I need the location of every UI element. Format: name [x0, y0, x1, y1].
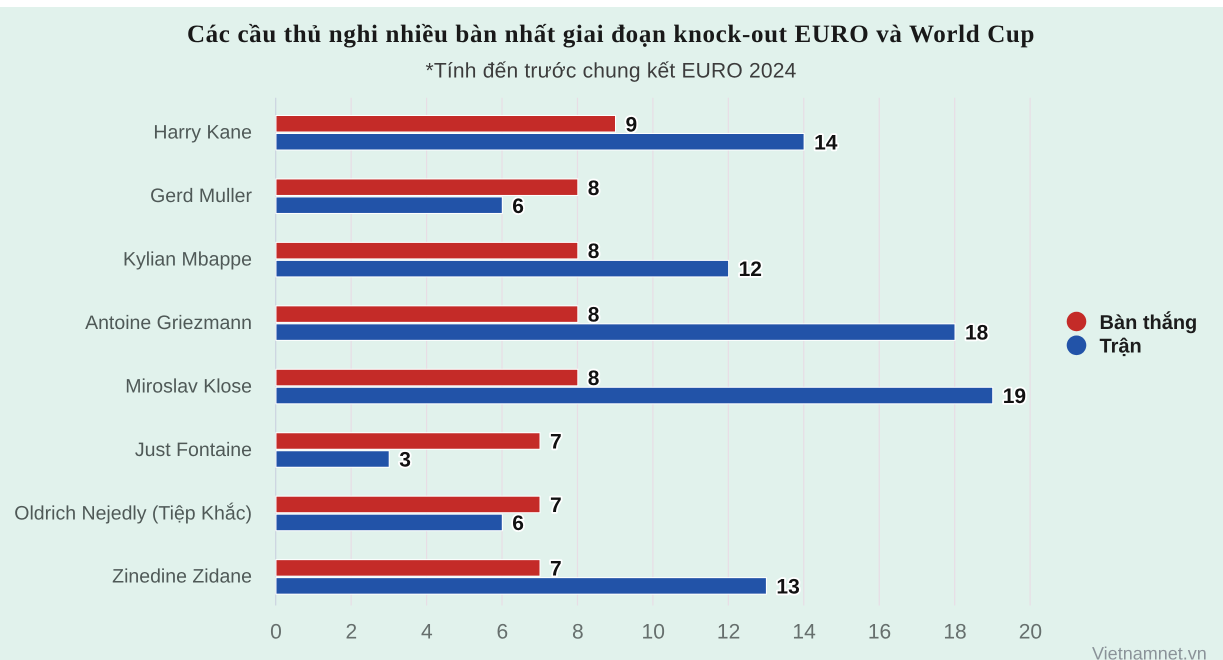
svg-text:8: 8 — [572, 621, 584, 644]
svg-text:18: 18 — [965, 322, 989, 345]
svg-text:Harry Kane: Harry Kane — [153, 122, 252, 144]
svg-text:20: 20 — [1019, 621, 1042, 644]
svg-text:12: 12 — [717, 621, 740, 644]
svg-text:18: 18 — [943, 621, 966, 644]
svg-text:2: 2 — [346, 621, 358, 644]
svg-text:6: 6 — [496, 621, 508, 644]
svg-text:Vietnamnet.vn: Vietnamnet.vn — [1092, 644, 1207, 660]
svg-text:12: 12 — [739, 258, 762, 281]
svg-text:7: 7 — [550, 494, 562, 517]
svg-text:10: 10 — [642, 621, 665, 644]
svg-text:Oldrich Nejedly (Tiệp Khắc): Oldrich Nejedly (Tiệp Khắc) — [14, 502, 252, 524]
svg-text:Gerd Muller: Gerd Muller — [150, 185, 252, 207]
svg-text:Các cầu thủ nghi nhiều bàn nhấ: Các cầu thủ nghi nhiều bàn nhất giai đoạ… — [187, 21, 1035, 48]
svg-text:6: 6 — [512, 195, 524, 218]
svg-text:13: 13 — [776, 575, 799, 598]
svg-text:3: 3 — [399, 449, 411, 472]
svg-text:Antoine Griezmann: Antoine Griezmann — [85, 312, 252, 334]
svg-text:4: 4 — [421, 621, 433, 644]
svg-text:Miroslav Klose: Miroslav Klose — [125, 375, 252, 397]
svg-text:14: 14 — [814, 131, 838, 154]
svg-text:7: 7 — [550, 557, 562, 580]
svg-text:*Tính đến trước chung kết EURO: *Tính đến trước chung kết EURO 2024 — [425, 60, 796, 83]
svg-text:Zinedine Zidane: Zinedine Zidane — [112, 566, 252, 588]
svg-text:8: 8 — [588, 177, 600, 200]
svg-text:Kylian Mbappe: Kylian Mbappe — [123, 248, 252, 270]
svg-text:16: 16 — [868, 621, 891, 644]
svg-text:8: 8 — [588, 240, 600, 263]
svg-text:9: 9 — [626, 113, 638, 136]
svg-text:Trận: Trận — [1100, 336, 1142, 358]
svg-text:14: 14 — [792, 621, 816, 644]
svg-text:7: 7 — [550, 431, 562, 454]
svg-text:8: 8 — [588, 304, 600, 327]
svg-text:19: 19 — [1003, 385, 1026, 408]
svg-text:Bàn thắng: Bàn thắng — [1100, 311, 1198, 334]
svg-text:Just Fontaine: Just Fontaine — [135, 439, 252, 461]
svg-text:0: 0 — [270, 621, 282, 644]
svg-text:8: 8 — [588, 367, 600, 390]
svg-text:6: 6 — [512, 512, 524, 535]
